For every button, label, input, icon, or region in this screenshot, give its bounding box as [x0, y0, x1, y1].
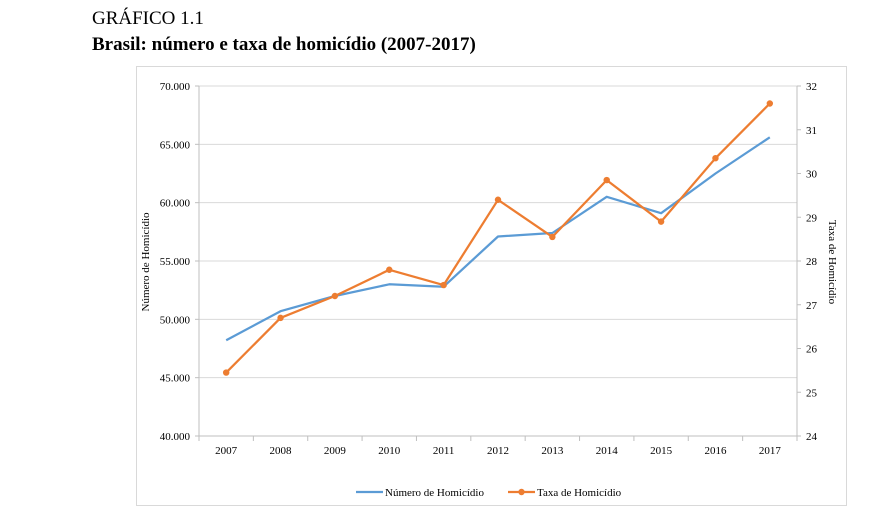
y-tick-label-left: 65.000	[160, 139, 191, 151]
y-tick-label-right: 29	[806, 212, 818, 224]
x-tick-label: 2007	[215, 445, 238, 457]
chart-frame	[136, 66, 847, 506]
y-axis-label-right: Taxa de Homicídio	[826, 220, 838, 305]
legend-label: Taxa de Homicídio	[537, 487, 622, 499]
y-tick-label-right: 25	[806, 387, 818, 399]
gridlines	[199, 85, 797, 379]
x-tick-label: 2013	[541, 445, 564, 457]
y-tick-label-right: 26	[806, 344, 818, 356]
y-tick-label-right: 31	[806, 125, 817, 137]
y-tick-label-left: 60.000	[160, 198, 191, 210]
x-tick-label: 2009	[324, 445, 347, 457]
right-axis-ticks: 24 25 26 27 28 29 30 31 32	[797, 81, 818, 443]
x-tick-label: 2014	[596, 445, 619, 457]
data-point-taxa	[386, 266, 393, 273]
series-line-numero	[225, 136, 771, 342]
x-tick-label: 2008	[270, 445, 293, 457]
y-tick-label-left: 40.000	[160, 431, 191, 443]
y-tick-label-right: 32	[806, 81, 817, 93]
y-tick-label-left: 50.000	[160, 314, 191, 326]
y-tick-label-right: 30	[806, 169, 818, 181]
data-point-taxa	[494, 196, 502, 203]
x-tick-label: 2012	[487, 445, 509, 457]
y-tick-label-right: 24	[806, 431, 818, 443]
data-point-taxa	[222, 369, 230, 376]
y-tick-label-left: 45.000	[160, 373, 191, 385]
data-point-taxa	[549, 233, 556, 241]
x-tick-label: 2010	[378, 445, 401, 457]
y-tick-label-left: 70.000	[160, 81, 191, 93]
x-axis-ticks: 2007 2008 2009 2010 2011 2012 2013 2014 2015 2016…	[198, 436, 798, 457]
data-point-taxa	[712, 154, 719, 162]
legend-label: Número de Homicídio	[385, 487, 484, 499]
data-point-taxa	[331, 292, 339, 300]
x-tick-label: 2016	[704, 445, 727, 457]
x-tick-label: 2017	[759, 445, 782, 457]
legend: Número de Homicídio Taxa de Homicídio	[356, 487, 622, 499]
left-axis-ticks: 40.000 45.000 50.000 55.000 60.000 65.000 70.0…	[160, 81, 199, 443]
data-point-taxa	[657, 218, 665, 225]
y-tick-label-left: 55.000	[160, 256, 191, 268]
x-tick-label: 2015	[650, 445, 673, 457]
data-point-taxa	[277, 314, 284, 322]
series-group	[222, 100, 774, 376]
data-point-taxa	[766, 100, 774, 107]
y-tick-label-right: 28	[806, 256, 818, 268]
x-tick-label: 2011	[433, 445, 455, 457]
figure-title: Brasil: número e taxa de homicídio (2007…	[92, 34, 476, 55]
legend-item-taxa: Taxa de Homicídio	[508, 487, 622, 499]
y-axis-label-left: Número de Homicídio	[140, 212, 152, 311]
legend-swatch-marker	[518, 488, 525, 496]
figure-label: GRÁFICO 1.1	[92, 8, 204, 29]
data-point-taxa	[440, 281, 447, 289]
legend-item-numero: Número de Homicídio	[356, 487, 484, 499]
y-tick-label-right: 27	[806, 300, 818, 312]
data-point-taxa	[603, 176, 610, 184]
